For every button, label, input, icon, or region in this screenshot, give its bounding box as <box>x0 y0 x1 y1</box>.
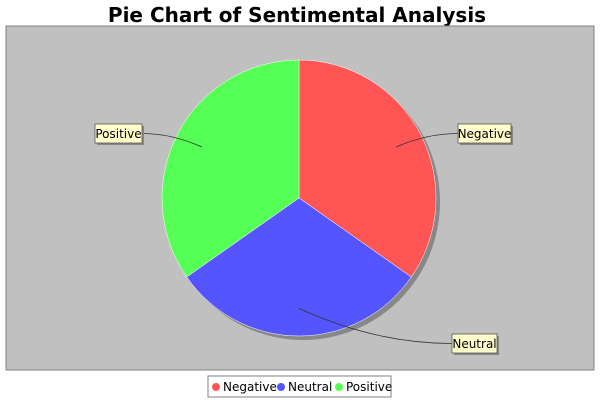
legend-label-positive: Positive <box>346 380 392 394</box>
legend-item-positive: Positive <box>335 380 392 394</box>
slice-label-negative: Negative <box>457 123 513 145</box>
legend-box <box>207 375 392 398</box>
legend: Negative Neutral Positive <box>212 380 392 394</box>
slice-label-box <box>94 123 143 144</box>
label-connectors <box>141 133 459 344</box>
slice-label-box <box>451 333 498 354</box>
label-connector-neutral <box>298 308 453 344</box>
legend-item-neutral: Neutral <box>277 380 332 394</box>
slice-label-text: Negative <box>458 127 512 141</box>
pie-slice-neutral <box>186 197 412 337</box>
pie-slice-negative <box>298 59 437 278</box>
slice-label-text: Neutral <box>452 337 496 351</box>
slice-labels: Negative Neutral Positive <box>94 123 513 355</box>
slice-label-text: Positive <box>95 127 141 141</box>
legend-swatch-negative <box>212 383 220 391</box>
pie-slices <box>161 59 437 337</box>
slice-label-positive: Positive <box>94 123 144 145</box>
label-connector-positive <box>141 133 202 148</box>
legend-label-neutral: Neutral <box>288 380 332 394</box>
legend-label-negative: Negative <box>223 380 277 394</box>
chart-title: Pie Chart of Sentimental Analysis <box>108 3 486 27</box>
label-connector-negative <box>396 133 459 148</box>
legend-swatch-neutral <box>277 383 285 391</box>
pie-slice-positive <box>161 59 300 278</box>
legend-item-negative: Negative <box>212 380 277 394</box>
slice-label-box <box>457 123 512 144</box>
legend-swatch-positive <box>335 383 343 391</box>
slice-label-neutral: Neutral <box>451 333 499 355</box>
